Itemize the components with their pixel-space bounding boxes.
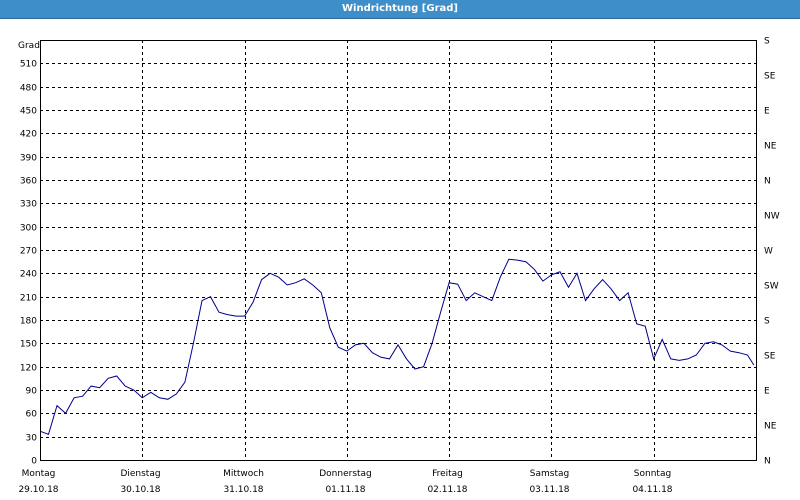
- right-axis-label: N: [764, 457, 771, 467]
- y-tick-label: 60: [26, 410, 38, 420]
- right-axis-label: E: [764, 107, 770, 117]
- x-tick-day: Mittwoch: [223, 469, 264, 479]
- right-axis-label: W: [764, 247, 773, 257]
- x-axis-ticks: Montag 29.10.18 Dienstag 30.10.18 Mittwoch 31…: [18, 469, 672, 495]
- x-tick-day: Sonntag: [634, 469, 671, 479]
- x-tick-day: Dienstag: [120, 469, 160, 479]
- y-axis-ticks: 0 30 60 90 120 150 180 210 240 270 300 330 360 390 420…: [20, 60, 37, 467]
- right-axis-label: S: [764, 37, 770, 47]
- right-axis-label: SW: [764, 282, 779, 292]
- y-tick-label: 390: [20, 154, 37, 164]
- x-tick-date: 29.10.18: [18, 485, 58, 495]
- y-tick-label: 240: [20, 270, 37, 280]
- y-tick-label: 510: [20, 60, 37, 70]
- y-tick-label: 120: [20, 364, 37, 374]
- right-axis-label: NE: [764, 422, 777, 432]
- plot-frame: [40, 40, 757, 461]
- x-tick-date: 04.11.18: [632, 485, 672, 495]
- y-tick-label: 210: [20, 294, 37, 304]
- y-tick-label: 420: [20, 130, 37, 140]
- x-tick-date: 02.11.18: [427, 485, 467, 495]
- series-line: [39, 258, 755, 435]
- y-tick-label: 180: [20, 317, 37, 327]
- y-axis-label: Grad: [18, 41, 40, 51]
- x-tick-day: Samstag: [530, 469, 569, 479]
- x-tick-date: 30.10.18: [120, 485, 160, 495]
- x-tick-day: Freitag: [432, 469, 463, 479]
- right-axis-label: NW: [764, 212, 780, 222]
- x-tick-date: 01.11.18: [325, 485, 365, 495]
- y-tick-label: 480: [20, 84, 37, 94]
- y-tick-label: 30: [26, 434, 38, 444]
- x-tick-day: Donnerstag: [319, 469, 372, 479]
- y-tick-label: 360: [20, 177, 37, 187]
- right-axis-label: SE: [764, 72, 776, 82]
- y-tick-label: 0: [31, 457, 37, 467]
- x-tick-date: 31.10.18: [223, 485, 263, 495]
- right-axis-label: N: [764, 177, 771, 187]
- x-tick-day: Montag: [22, 469, 56, 479]
- right-axis-label: NE: [764, 142, 777, 152]
- grid: [40, 40, 756, 460]
- x-tick-date: 03.11.18: [529, 485, 569, 495]
- right-axis-label: SE: [764, 352, 776, 362]
- chart-title: Windrichtung [Grad]: [0, 0, 800, 19]
- right-axis-labels: N NE E SE S SW W NW N NE E SE S: [764, 37, 780, 467]
- right-axis-label: S: [764, 317, 770, 327]
- y-tick-label: 90: [26, 387, 38, 397]
- y-tick-label: 450: [20, 107, 37, 117]
- y-tick-label: 300: [20, 224, 37, 234]
- y-tick-label: 270: [20, 247, 37, 257]
- right-axis-label: E: [764, 387, 770, 397]
- y-tick-label: 150: [20, 340, 37, 350]
- y-tick-label: 330: [20, 200, 37, 210]
